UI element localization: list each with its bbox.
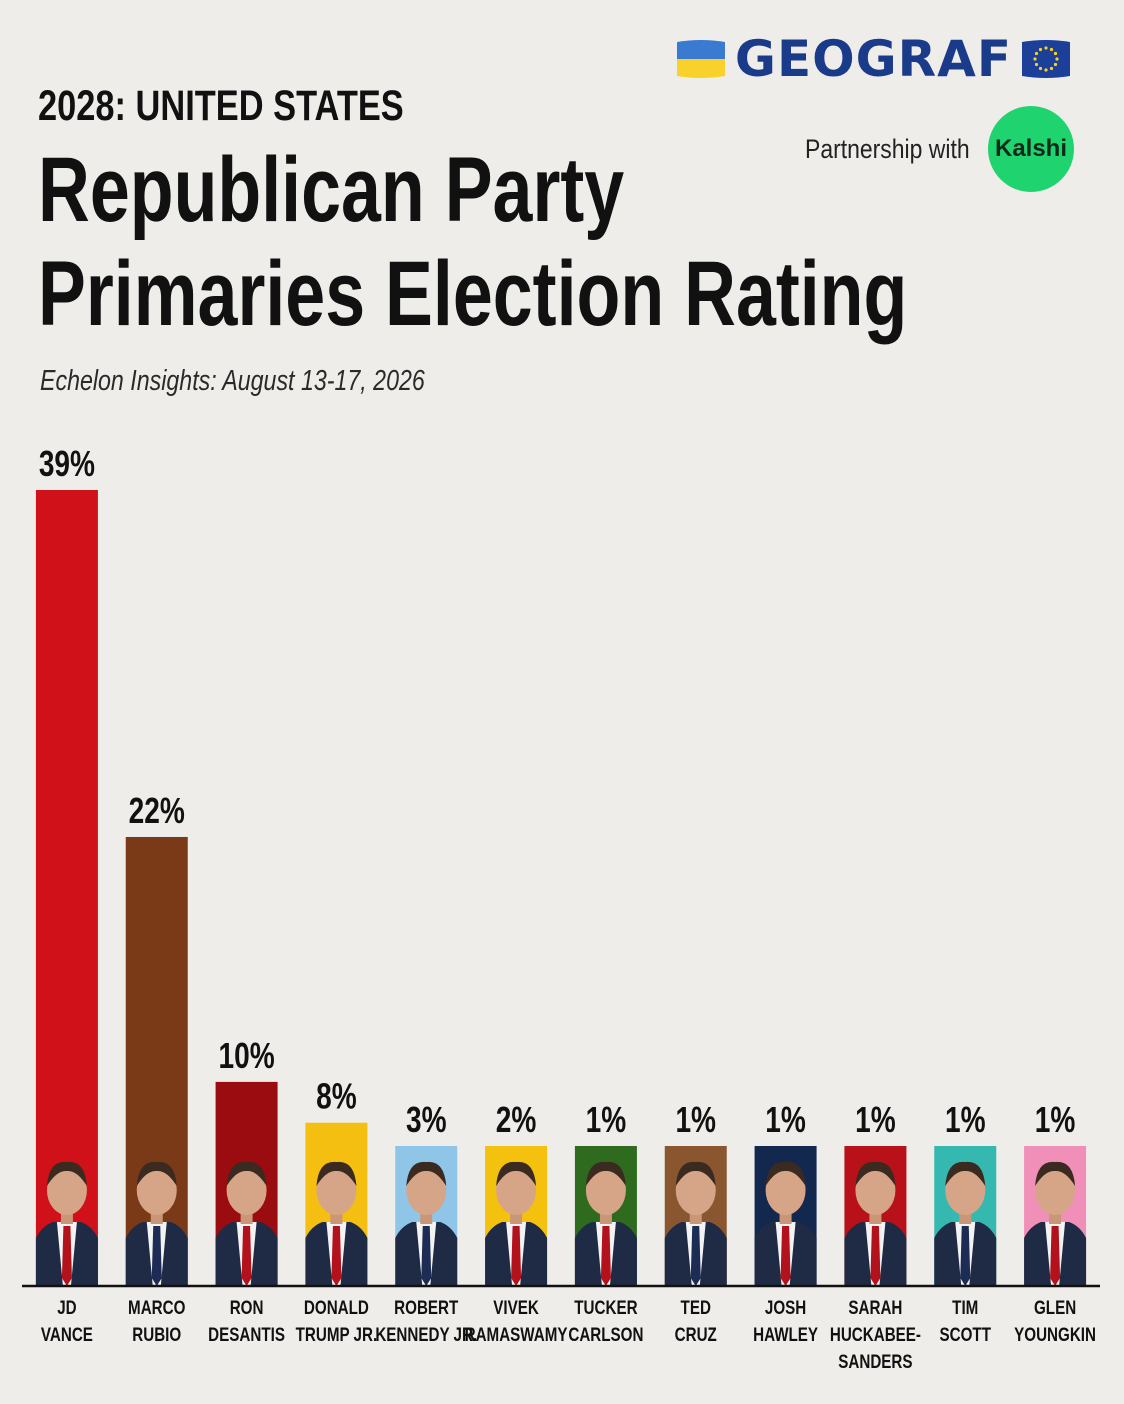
- portrait-josh-hawley: [754, 1161, 817, 1286]
- category-label-line: CARLSON: [568, 1323, 643, 1345]
- value-label-ron-desantis: 10%: [218, 1036, 274, 1076]
- portrait-tucker-carlson: [574, 1161, 637, 1286]
- category-label-tucker-carlson: TUCKER CARLSON: [568, 1296, 643, 1345]
- category-label-donald-trump-jr: DONALD TRUMP JR.: [296, 1296, 378, 1345]
- category-label-robert-kennedy-jr: ROBERT KENNEDY JR.: [375, 1296, 477, 1345]
- portrait-marco-rubio: [125, 1161, 188, 1286]
- bar-group-marco-rubio: [125, 836, 188, 1286]
- brand-logo: GEOGRAF: [675, 34, 1072, 84]
- bar-group-sarah-huckabee-sanders: [844, 1146, 907, 1286]
- bar-group-vivek-ramaswamy: [485, 1146, 548, 1286]
- category-label-jd-vance: JD VANCE: [41, 1296, 93, 1345]
- category-label-line: KENNEDY JR.: [375, 1323, 477, 1345]
- portrait-ron-desantis: [215, 1161, 278, 1286]
- category-label-line: SARAH: [848, 1296, 902, 1318]
- category-label-line: DONALD: [304, 1296, 369, 1318]
- category-label-line: GLEN: [1034, 1296, 1076, 1318]
- bar-group-tucker-carlson: [574, 1146, 637, 1286]
- category-label-line: TRUMP JR.: [296, 1323, 378, 1345]
- bar-group-josh-hawley: [754, 1146, 817, 1286]
- value-label-vivek-ramaswamy: 2%: [496, 1100, 537, 1140]
- value-label-glen-youngkin: 1%: [1035, 1100, 1076, 1140]
- category-label-ron-desantis: RON DESANTIS: [208, 1296, 285, 1345]
- category-label-sarah-huckabee-sanders: SARAH HUCKABEE- SANDERS: [830, 1296, 921, 1372]
- category-label-line: SCOTT: [940, 1323, 992, 1345]
- category-label-line: JD: [57, 1296, 76, 1318]
- bar-group-ted-cruz: [664, 1146, 727, 1286]
- value-label-sarah-huckabee-sanders: 1%: [855, 1100, 896, 1140]
- category-label-tim-scott: TIM SCOTT: [940, 1296, 992, 1345]
- category-label-line: HAWLEY: [753, 1323, 818, 1345]
- category-label-line: HUCKABEE-: [830, 1323, 921, 1345]
- value-label-josh-hawley: 1%: [765, 1100, 806, 1140]
- portrait-glen-youngkin: [1024, 1161, 1087, 1286]
- category-label-ted-cruz: TED CRUZ: [675, 1296, 717, 1345]
- category-label-line: VANCE: [41, 1323, 93, 1345]
- category-label-line: ROBERT: [394, 1296, 459, 1318]
- bar-jd-vance: [35, 490, 98, 1286]
- value-label-marco-rubio: 22%: [129, 791, 185, 831]
- portrait-sarah-huckabee-sanders: [844, 1161, 907, 1286]
- category-label-glen-youngkin: GLEN YOUNGKIN: [1014, 1296, 1096, 1345]
- bar-group-robert-kennedy-jr: [395, 1146, 458, 1286]
- value-label-ted-cruz: 1%: [675, 1100, 716, 1140]
- category-label-line: RON: [230, 1296, 264, 1318]
- eyebrow: 2028: UNITED STATES: [38, 82, 404, 130]
- value-label-donald-trump-jr: 8%: [316, 1076, 357, 1116]
- bar-group-donald-trump-jr: [305, 1122, 368, 1286]
- category-label-line: TIM: [952, 1296, 978, 1318]
- source-note: Echelon Insights: August 13-17, 2026: [40, 365, 425, 397]
- kalshi-logo: Kalshi: [988, 106, 1074, 192]
- category-label-line: JOSH: [765, 1296, 806, 1318]
- bar-group-tim-scott: [934, 1146, 997, 1286]
- category-label-marco-rubio: MARCO RUBIO: [128, 1296, 185, 1345]
- category-label-line: RUBIO: [132, 1323, 181, 1345]
- eu-flag-icon: [1022, 40, 1070, 78]
- page-title: Republican Party Primaries Election Rati…: [38, 138, 907, 346]
- category-label-line: DESANTIS: [208, 1323, 285, 1345]
- category-label-line: RAMASWAMY: [465, 1323, 568, 1345]
- category-label-line: TUCKER: [574, 1296, 638, 1318]
- category-label-line: MARCO: [128, 1296, 185, 1318]
- category-label-line: YOUNGKIN: [1014, 1323, 1096, 1345]
- bar-group-jd-vance: [35, 490, 98, 1286]
- value-label-tim-scott: 1%: [945, 1100, 986, 1140]
- category-label-line: VIVEK: [493, 1296, 539, 1318]
- bar-group-ron-desantis: [215, 1081, 278, 1286]
- value-label-robert-kennedy-jr: 3%: [406, 1100, 447, 1140]
- portrait-tim-scott: [934, 1161, 997, 1286]
- category-label-line: TED: [681, 1296, 711, 1318]
- bar-group-glen-youngkin: [1024, 1146, 1087, 1286]
- ukraine-flag-icon: [676, 40, 725, 78]
- portrait-robert-kennedy-jr: [395, 1161, 458, 1286]
- portrait-jd-vance: [35, 1161, 98, 1286]
- brand-name: GEOGRAF: [734, 30, 1012, 88]
- partnership-text: Partnership with: [805, 133, 970, 164]
- category-label-line: SANDERS: [838, 1350, 912, 1372]
- portrait-vivek-ramaswamy: [485, 1161, 548, 1286]
- portrait-donald-trump-jr: [305, 1161, 368, 1286]
- value-label-jd-vance: 39%: [39, 444, 95, 484]
- portrait-ted-cruz: [664, 1161, 727, 1286]
- category-label-line: CRUZ: [675, 1323, 717, 1345]
- title-line-2: Primaries Election Rating: [38, 243, 908, 345]
- title-line-1: Republican Party: [38, 139, 625, 241]
- partnership: Partnership with Kalshi: [776, 106, 1074, 192]
- category-label-josh-hawley: JOSH HAWLEY: [753, 1296, 818, 1345]
- value-label-tucker-carlson: 1%: [586, 1100, 627, 1140]
- category-label-vivek-ramaswamy: VIVEK RAMASWAMY: [465, 1296, 568, 1345]
